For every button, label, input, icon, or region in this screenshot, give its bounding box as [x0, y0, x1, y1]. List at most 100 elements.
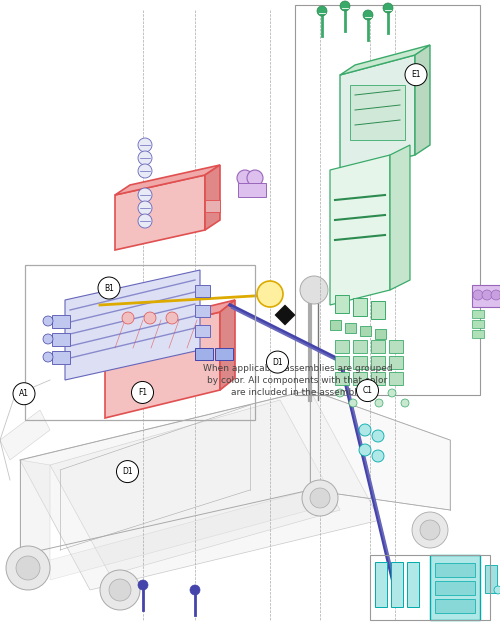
FancyBboxPatch shape: [335, 372, 349, 385]
Circle shape: [310, 488, 330, 508]
FancyBboxPatch shape: [195, 285, 210, 297]
Polygon shape: [50, 490, 310, 580]
Circle shape: [132, 382, 154, 403]
FancyBboxPatch shape: [371, 372, 385, 385]
Polygon shape: [220, 300, 235, 390]
Circle shape: [340, 1, 350, 11]
Circle shape: [43, 316, 53, 326]
Circle shape: [401, 399, 409, 407]
Circle shape: [359, 444, 371, 456]
FancyBboxPatch shape: [435, 563, 475, 577]
Circle shape: [482, 290, 492, 300]
Circle shape: [13, 383, 35, 404]
Polygon shape: [115, 175, 205, 250]
Circle shape: [383, 3, 393, 13]
FancyBboxPatch shape: [389, 372, 403, 385]
Polygon shape: [0, 410, 50, 460]
Circle shape: [257, 281, 283, 307]
Polygon shape: [275, 305, 295, 325]
Circle shape: [166, 312, 178, 324]
FancyBboxPatch shape: [195, 305, 210, 317]
Circle shape: [356, 380, 378, 401]
Circle shape: [473, 290, 483, 300]
FancyBboxPatch shape: [485, 565, 497, 593]
Polygon shape: [340, 45, 430, 75]
Circle shape: [138, 580, 148, 590]
Circle shape: [109, 579, 131, 601]
FancyBboxPatch shape: [391, 562, 403, 607]
FancyBboxPatch shape: [353, 298, 367, 316]
Text: D1: D1: [122, 467, 133, 476]
Text: F1: F1: [138, 388, 147, 397]
Polygon shape: [20, 390, 380, 590]
Polygon shape: [310, 390, 450, 510]
Circle shape: [375, 399, 383, 407]
FancyBboxPatch shape: [330, 320, 341, 330]
FancyBboxPatch shape: [389, 356, 403, 369]
FancyBboxPatch shape: [215, 348, 233, 360]
FancyBboxPatch shape: [335, 340, 349, 353]
FancyBboxPatch shape: [353, 340, 367, 353]
Circle shape: [266, 351, 288, 373]
FancyBboxPatch shape: [205, 200, 220, 212]
FancyBboxPatch shape: [195, 348, 213, 360]
FancyBboxPatch shape: [52, 351, 70, 364]
FancyBboxPatch shape: [238, 183, 266, 197]
Circle shape: [98, 277, 120, 299]
FancyBboxPatch shape: [371, 301, 385, 319]
Circle shape: [349, 399, 357, 407]
FancyBboxPatch shape: [52, 333, 70, 346]
Circle shape: [336, 389, 344, 397]
Circle shape: [420, 520, 440, 540]
Polygon shape: [105, 312, 220, 418]
Text: E1: E1: [411, 70, 421, 79]
Circle shape: [43, 334, 53, 344]
Circle shape: [359, 424, 371, 436]
Polygon shape: [65, 270, 200, 380]
FancyBboxPatch shape: [375, 562, 387, 607]
Circle shape: [16, 556, 40, 580]
Text: A1: A1: [19, 389, 29, 398]
Circle shape: [237, 170, 253, 186]
FancyBboxPatch shape: [371, 340, 385, 353]
Circle shape: [122, 312, 134, 324]
FancyBboxPatch shape: [407, 562, 419, 607]
Polygon shape: [105, 300, 235, 340]
Circle shape: [317, 6, 327, 16]
FancyBboxPatch shape: [335, 295, 349, 313]
Circle shape: [138, 188, 152, 202]
FancyBboxPatch shape: [345, 323, 356, 333]
Circle shape: [412, 512, 448, 548]
FancyBboxPatch shape: [472, 310, 484, 318]
Circle shape: [43, 352, 53, 362]
Text: D1: D1: [272, 358, 283, 367]
Circle shape: [116, 461, 138, 482]
FancyBboxPatch shape: [435, 581, 475, 595]
Circle shape: [300, 276, 328, 304]
FancyBboxPatch shape: [435, 599, 475, 613]
Circle shape: [405, 64, 427, 85]
Circle shape: [138, 138, 152, 152]
Circle shape: [302, 480, 338, 516]
FancyBboxPatch shape: [375, 329, 386, 339]
FancyBboxPatch shape: [353, 372, 367, 385]
Circle shape: [138, 164, 152, 178]
Polygon shape: [50, 400, 340, 575]
Polygon shape: [20, 460, 50, 560]
Polygon shape: [390, 145, 410, 290]
FancyBboxPatch shape: [371, 356, 385, 369]
Polygon shape: [340, 55, 415, 175]
Circle shape: [138, 201, 152, 215]
Circle shape: [190, 585, 200, 595]
Circle shape: [388, 389, 396, 397]
FancyBboxPatch shape: [472, 285, 500, 307]
Circle shape: [247, 170, 263, 186]
Circle shape: [362, 389, 370, 397]
Circle shape: [494, 586, 500, 594]
FancyBboxPatch shape: [353, 356, 367, 369]
Polygon shape: [115, 165, 220, 195]
FancyBboxPatch shape: [472, 330, 484, 338]
FancyBboxPatch shape: [350, 85, 405, 140]
Polygon shape: [415, 45, 430, 155]
FancyBboxPatch shape: [430, 555, 480, 620]
